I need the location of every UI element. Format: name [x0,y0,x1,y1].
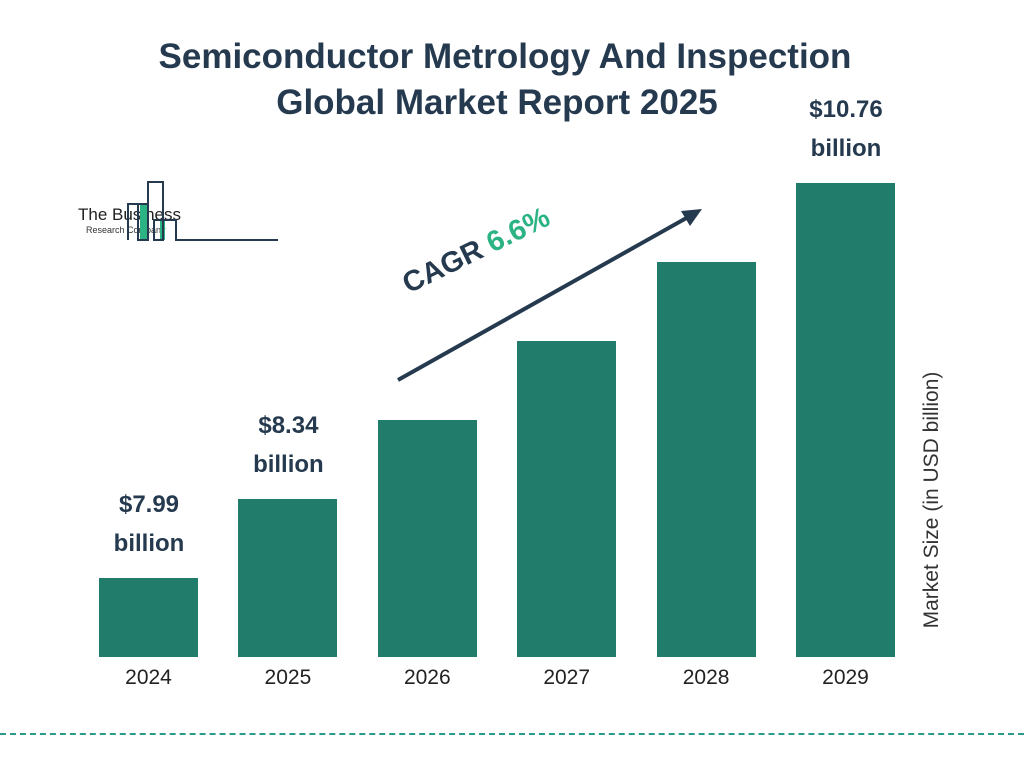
logo-buildings-icon [127,181,278,241]
x-tick-label: 2027 [543,666,591,689]
data-label-line: $7.99 [118,491,180,518]
data-label-2025: $8.34 billion [218,406,358,484]
bar-2027 [517,341,617,657]
bar-2028 [656,262,756,657]
x-tick-label: 2024 [125,666,172,689]
bar-2024 [99,578,198,657]
divider [0,733,1024,735]
bar-2025 [238,499,338,657]
data-label-2029: $10.76 billion [776,90,916,168]
data-label-2024: $7.99 billion [79,485,219,563]
x-tick-label: 2028 [682,666,730,689]
data-label-line: billion [113,530,185,557]
x-tick-label: 2026 [403,666,451,689]
data-label-line: $10.76 [809,96,883,123]
x-tick-label: 2025 [264,666,312,689]
chart-title-line1: Semiconductor Metrology And Inspection [158,37,852,76]
bar-2029 [796,183,895,657]
data-label-line: billion [253,451,324,478]
data-label-line: billion [810,135,882,162]
chart-title-line2: Global Market Report 2025 [276,83,718,122]
x-tick-label: 2029 [822,666,869,689]
logo-text-line2: Research Company [86,225,166,235]
company-logo: The Business Research Company [78,180,288,245]
bar-2026 [377,420,477,657]
y-axis-label: Market Size (in USD billion) [920,371,943,629]
data-label-line: $8.34 [258,412,319,439]
